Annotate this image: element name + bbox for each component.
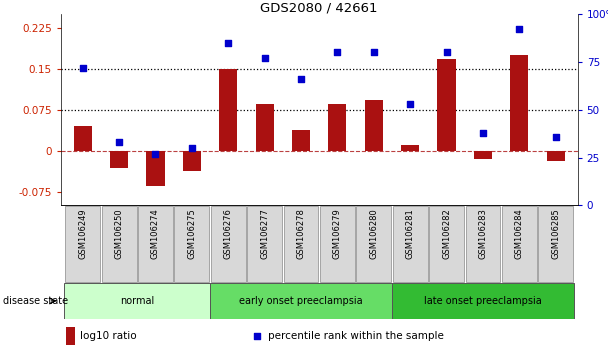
Text: late onset preeclampsia: late onset preeclampsia [424,296,542,306]
Text: GSM106274: GSM106274 [151,209,160,259]
Bar [356,206,392,282]
Bar [64,283,210,319]
Point [78,65,88,70]
Point [260,55,269,61]
Bar [138,206,173,282]
Text: GSM106282: GSM106282 [442,209,451,259]
Point [187,145,196,151]
Point [333,50,342,55]
Bar [255,104,274,151]
Point [514,27,524,32]
Text: log10 ratio: log10 ratio [80,331,137,341]
Text: percentile rank within the sample: percentile rank within the sample [268,331,443,341]
Bar [401,145,420,151]
Bar [547,151,565,160]
Text: GSM106278: GSM106278 [297,209,305,259]
Text: GSM106285: GSM106285 [551,209,560,259]
Bar [328,104,347,151]
Bar [392,283,574,319]
Point [369,50,379,55]
Text: GSM106283: GSM106283 [478,209,488,259]
Point [551,134,561,139]
Bar [210,283,392,319]
Bar [320,206,355,282]
Bar [429,206,464,282]
Bar [502,206,537,282]
Bar [211,206,246,282]
Text: GSM106249: GSM106249 [78,209,87,259]
Bar [292,130,310,151]
Text: GSM106277: GSM106277 [260,209,269,259]
Point [296,76,306,82]
Bar [66,327,75,345]
Bar [365,100,383,151]
Text: GSM106276: GSM106276 [224,209,233,259]
Bar [538,206,573,282]
Text: GSM106281: GSM106281 [406,209,415,259]
Bar [102,206,137,282]
Bar [110,151,128,168]
Bar [474,151,492,159]
Point [114,139,124,145]
Point [442,50,452,55]
Bar [65,206,100,282]
Bar [393,206,427,282]
Point [252,333,262,339]
Bar [510,55,528,151]
Bar [283,206,319,282]
Text: GSM106280: GSM106280 [369,209,378,259]
Point [478,130,488,136]
Text: GSM106250: GSM106250 [114,209,123,259]
Bar [74,126,92,151]
Bar [438,59,455,151]
Text: disease state: disease state [3,296,68,306]
Text: GSM106279: GSM106279 [333,209,342,259]
Bar [219,69,237,151]
Title: GDS2080 / 42661: GDS2080 / 42661 [260,1,378,14]
Text: GSM106284: GSM106284 [515,209,524,259]
Bar [174,206,209,282]
Bar [183,151,201,171]
Point [406,101,415,107]
Bar [147,151,165,186]
Point [223,40,233,46]
Bar [247,206,282,282]
Text: normal: normal [120,296,154,306]
Bar [466,206,500,282]
Text: early onset preeclampsia: early onset preeclampsia [239,296,363,306]
Text: GSM106275: GSM106275 [187,209,196,259]
Point [151,151,161,156]
